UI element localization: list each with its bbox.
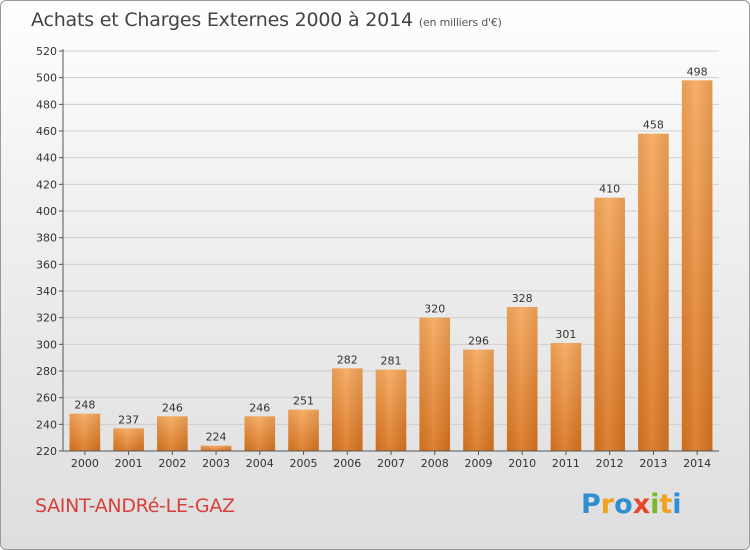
x-tick-label: 2006 bbox=[333, 457, 361, 470]
x-tick-label: 2008 bbox=[421, 457, 449, 470]
bar-shade bbox=[638, 133, 669, 451]
y-tick-label: 480 bbox=[36, 98, 57, 111]
bar-shade bbox=[419, 317, 451, 451]
bar-shade bbox=[594, 197, 625, 451]
bar-shade bbox=[244, 416, 276, 451]
bar-value-label: 237 bbox=[118, 413, 139, 426]
y-tick-label: 360 bbox=[36, 258, 57, 271]
x-tick-label: 2004 bbox=[246, 457, 274, 470]
labels: 220 240 260 280 300 320 340 360 380 400 420 440 460 4… bbox=[36, 45, 711, 470]
bar-shade bbox=[331, 368, 363, 451]
y-tick-label: 380 bbox=[36, 232, 57, 245]
bar-value-label: 410 bbox=[599, 183, 620, 196]
bar-shade bbox=[681, 80, 713, 451]
x-tick-label: 2002 bbox=[158, 457, 186, 470]
y-tick-label: 500 bbox=[36, 72, 57, 85]
y-tick-label: 260 bbox=[36, 392, 57, 405]
bar-value-label: 328 bbox=[512, 292, 533, 305]
bar-value-label: 281 bbox=[381, 355, 402, 368]
bar-shade bbox=[200, 445, 232, 451]
chart-title-text: Achats et Charges Externes 2000 à 2014 bbox=[31, 9, 413, 31]
y-tick-label: 280 bbox=[36, 365, 57, 378]
y-tick-label: 220 bbox=[36, 445, 57, 458]
bar-value-label: 251 bbox=[293, 395, 314, 408]
x-tick-label: 2001 bbox=[115, 457, 143, 470]
bar-shade bbox=[69, 413, 101, 451]
x-tick-label: 2012 bbox=[596, 457, 624, 470]
y-tick-label: 300 bbox=[36, 338, 57, 351]
y-tick-label: 440 bbox=[36, 152, 57, 165]
bar-shade bbox=[288, 409, 319, 451]
logo-letter: P bbox=[581, 489, 601, 520]
y-tick-label: 240 bbox=[36, 418, 57, 431]
x-tick-label: 2010 bbox=[508, 457, 536, 470]
chart-title: Achats et Charges Externes 2000 à 2014 (e… bbox=[31, 9, 502, 31]
x-tick-label: 2013 bbox=[639, 457, 667, 470]
x-tick-label: 2009 bbox=[464, 457, 492, 470]
bar-value-label: 320 bbox=[424, 303, 445, 316]
x-tick-label: 2003 bbox=[202, 457, 230, 470]
chart-title-unit: (en milliers d'€) bbox=[418, 16, 502, 29]
logo-letter: i bbox=[672, 489, 682, 520]
bar-value-label: 458 bbox=[643, 119, 664, 132]
bar-value-label: 498 bbox=[687, 65, 708, 78]
y-tick-label: 460 bbox=[36, 125, 57, 138]
commune-name: SAINT-ANDRé-LE-GAZ bbox=[35, 495, 235, 517]
bar-value-label: 246 bbox=[162, 401, 183, 414]
bar-shade bbox=[113, 428, 144, 451]
logo-letter: t bbox=[659, 489, 673, 520]
bar-value-label: 296 bbox=[468, 335, 489, 348]
x-tick-label: 2014 bbox=[683, 457, 711, 470]
bar-shade bbox=[506, 307, 538, 451]
y-tick-label: 340 bbox=[36, 285, 57, 298]
proxiti-logo: Proxiti bbox=[581, 489, 682, 520]
y-tick-label: 320 bbox=[36, 312, 57, 325]
x-tick-label: 2007 bbox=[377, 457, 405, 470]
y-tick-label: 420 bbox=[36, 178, 57, 191]
bar-shade bbox=[375, 369, 407, 451]
y-tick-label: 400 bbox=[36, 205, 57, 218]
x-tick-label: 2000 bbox=[71, 457, 99, 470]
bar-value-label: 301 bbox=[555, 328, 576, 341]
logo-letter: x bbox=[632, 489, 651, 520]
y-tick-label: 520 bbox=[36, 45, 57, 58]
bar-value-label: 246 bbox=[249, 401, 270, 414]
bars bbox=[69, 80, 713, 451]
bar-shade bbox=[157, 416, 188, 451]
bar-shade bbox=[463, 349, 494, 451]
logo-letter: i bbox=[650, 489, 660, 520]
bar-shade bbox=[550, 343, 582, 451]
logo-letter: r bbox=[600, 489, 615, 520]
bar-value-label: 248 bbox=[74, 399, 95, 412]
logo-letter: o bbox=[614, 489, 633, 520]
axes bbox=[59, 49, 719, 455]
x-tick-label: 2011 bbox=[552, 457, 580, 470]
bar-value-label: 282 bbox=[337, 353, 358, 366]
x-tick-label: 2005 bbox=[290, 457, 318, 470]
bar-value-label: 224 bbox=[206, 431, 227, 444]
